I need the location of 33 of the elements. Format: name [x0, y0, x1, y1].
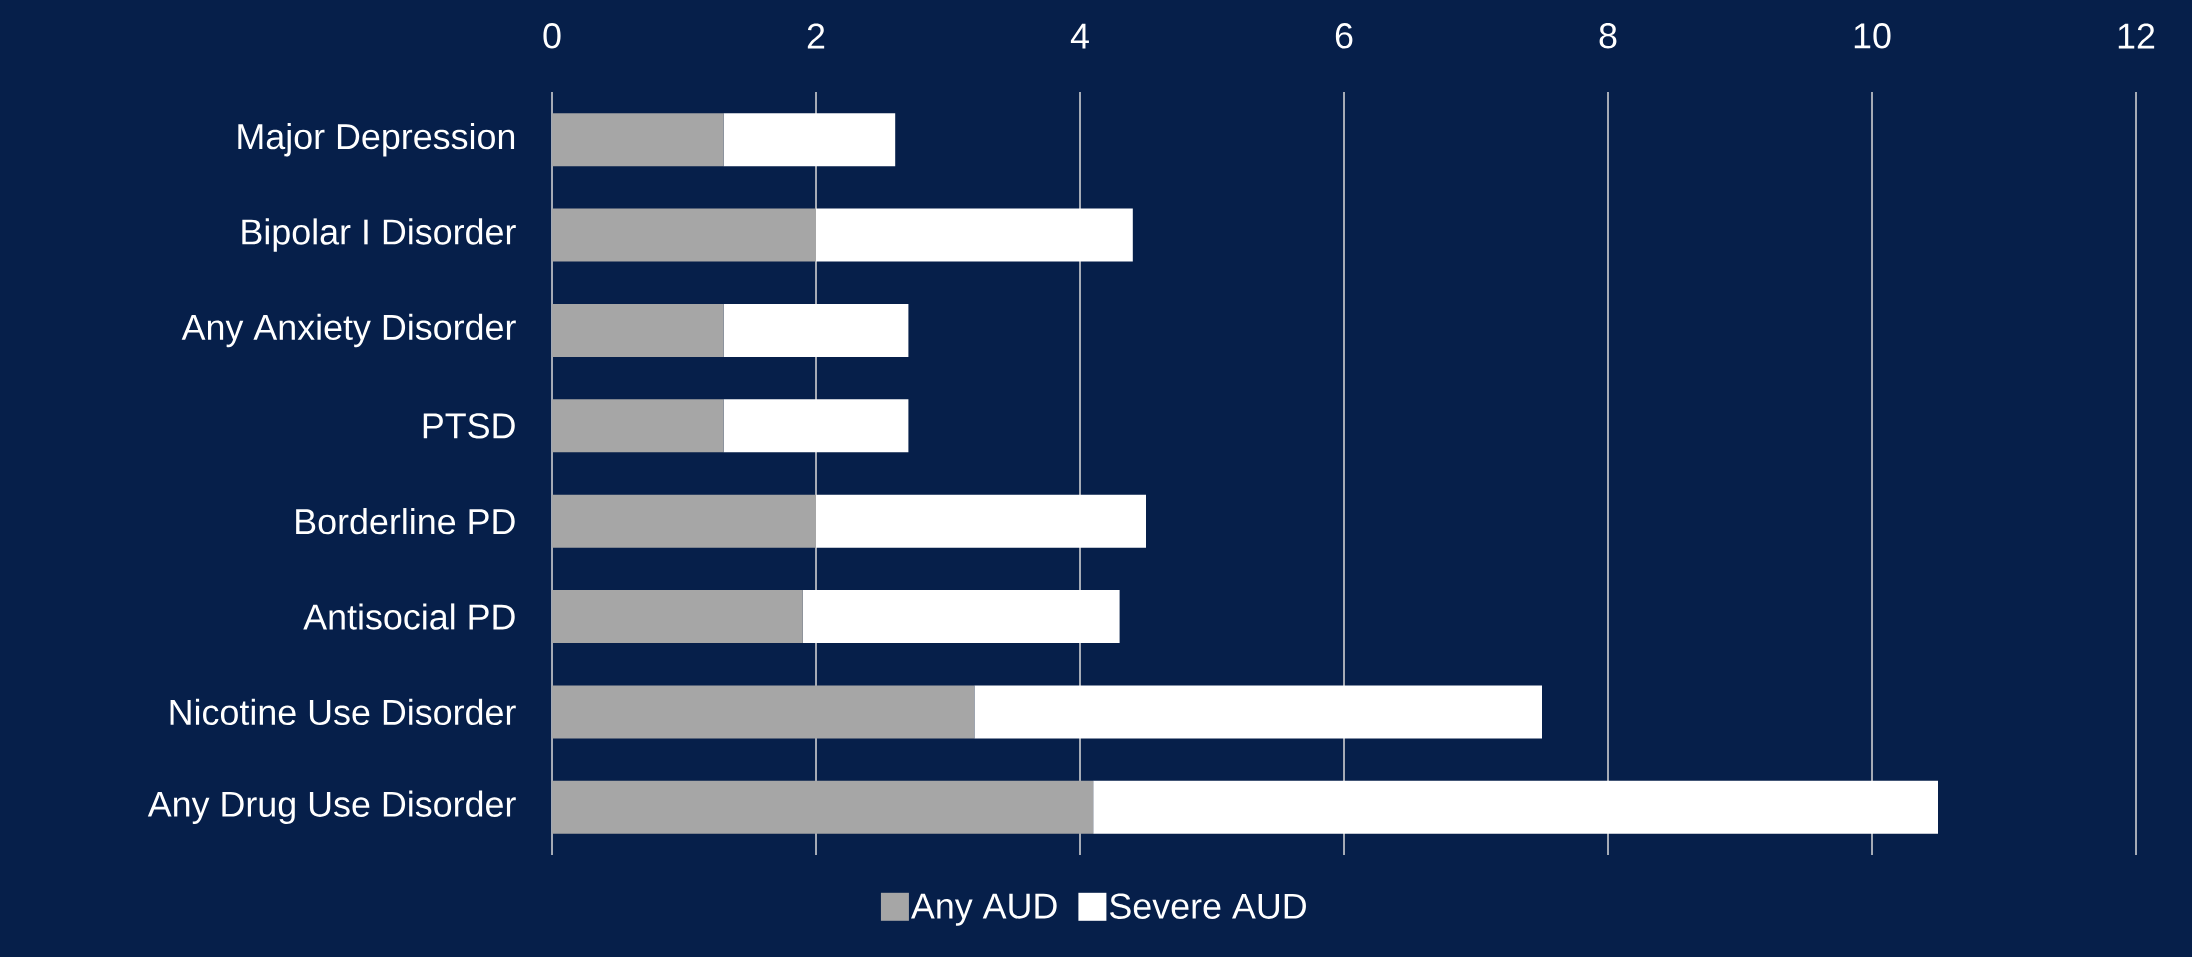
bar [552, 780, 1094, 834]
x-tick-label: 0 [543, 23, 561, 49]
bar [552, 590, 803, 644]
y-tick-label: Antisocial PD [303, 603, 515, 630]
y-tick-label: Borderline PD [296, 508, 515, 535]
bar [723, 113, 896, 167]
legend-label: Severe AUD [1110, 893, 1306, 919]
y-tick-label: Bipolar I Disorder [242, 218, 516, 252]
x-tick-label: 10 [1854, 23, 1891, 49]
x-tick-label: 4 [1070, 23, 1089, 49]
y-tick-label: Nicotine Use Disorder [170, 698, 516, 726]
bar [552, 399, 724, 453]
y-tick-label: Any Anxiety Disorder [181, 313, 516, 348]
x-tick-label: 2 [807, 23, 825, 49]
bar [552, 208, 816, 262]
bar [723, 303, 909, 357]
y-tick-label: PTSD [423, 413, 515, 439]
bar [552, 685, 975, 739]
x-tick-label: 12 [2118, 23, 2155, 49]
legend-label: Any AUD [910, 893, 1057, 926]
bar [802, 590, 1120, 644]
bar [552, 494, 816, 548]
x-tick-label: 6 [1335, 23, 1353, 49]
bar [1093, 780, 1938, 834]
bar [552, 113, 724, 167]
y-tick-label: Any Drug Use Disorder [147, 790, 516, 825]
x-tick-label: 8 [1599, 23, 1617, 49]
bar [816, 208, 1133, 262]
bar [816, 494, 1146, 548]
bar [723, 399, 909, 453]
bar [974, 685, 1542, 739]
bar [552, 303, 724, 357]
y-tick-label: Major Depression [238, 122, 515, 157]
